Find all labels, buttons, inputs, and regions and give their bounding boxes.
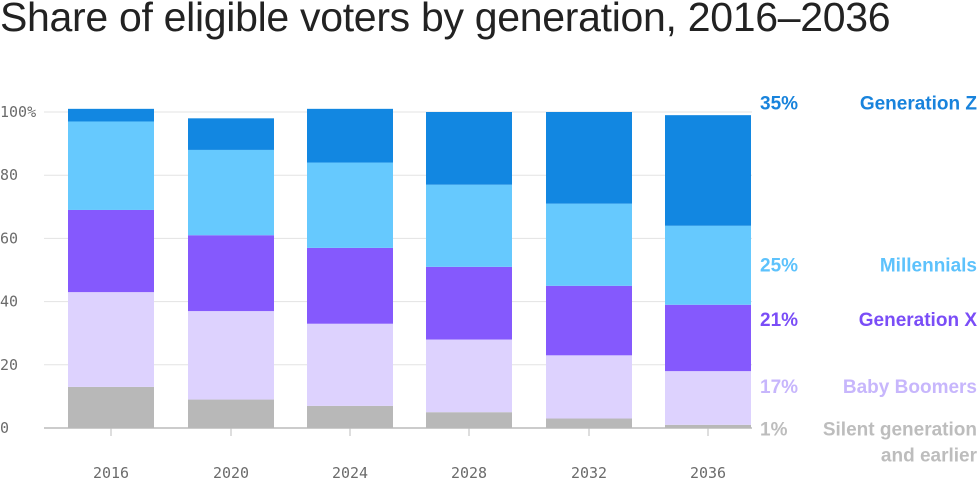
bar-segment	[546, 203, 632, 286]
x-axis-ticks: 2016 2020 2024 2028 2032 2036	[93, 428, 726, 482]
legend-series-name: Generation Z	[860, 93, 978, 114]
x-tick-label: 2020	[213, 464, 249, 482]
bar-segment	[426, 339, 512, 413]
y-tick-label: 60	[0, 229, 18, 247]
legend-series-name: Baby Boomers	[843, 377, 977, 398]
bar-segment	[665, 424, 751, 428]
bar-segment	[546, 355, 632, 419]
bar-segment	[426, 266, 512, 340]
bar-segment	[307, 108, 393, 163]
bar-segment	[188, 399, 274, 428]
legend-value: 25%	[760, 255, 798, 276]
bar-segment	[665, 304, 751, 372]
x-tick-label: 2016	[93, 464, 129, 482]
bar-segment	[307, 323, 393, 406]
bar-segment	[188, 149, 274, 236]
bars	[68, 108, 751, 428]
bar-segment	[68, 386, 154, 428]
bar-segment	[546, 418, 632, 428]
bar-segment	[68, 121, 154, 210]
y-tick-label: 40	[0, 293, 18, 311]
legend-value: 1%	[760, 419, 788, 440]
y-tick-label: 80	[0, 166, 18, 184]
bar-segment	[546, 112, 632, 204]
bar-segment	[307, 162, 393, 248]
legend-series-name: Silent generation	[823, 419, 977, 440]
y-tick-label: 0	[0, 419, 9, 437]
bar-segment	[68, 209, 154, 293]
bar-segment	[426, 112, 512, 185]
x-tick-label: 2032	[571, 464, 607, 482]
bar-segment	[426, 184, 512, 267]
bar-segment	[546, 285, 632, 356]
legend: 1% Silent generation and earlier 17% Baby Bo…	[760, 93, 978, 466]
gridlines	[44, 111, 752, 429]
legend-value: 17%	[760, 377, 798, 398]
bar-segment	[307, 247, 393, 324]
legend-series-name: and earlier	[881, 445, 978, 466]
x-tick-label: 2036	[690, 464, 726, 482]
chart-title: Share of eligible voters by generation, …	[0, 0, 891, 40]
bar-segment	[68, 108, 154, 122]
bar-segment	[665, 115, 751, 226]
bar-segment	[307, 405, 393, 428]
legend-series-name: Generation X	[859, 310, 978, 331]
bar-segment	[426, 412, 512, 428]
legend-value: 35%	[760, 93, 798, 114]
y-tick-label: 100%	[0, 103, 36, 121]
bar-segment	[665, 225, 751, 305]
legend-series-name: Millennials	[880, 255, 977, 276]
bar-segment	[188, 235, 274, 312]
y-tick-label: 20	[0, 356, 18, 374]
x-tick-label: 2028	[451, 464, 487, 482]
y-axis-ticks: 0 20 40 60 80 100%	[0, 103, 36, 437]
legend-value: 21%	[760, 310, 798, 331]
bar-segment	[188, 118, 274, 150]
bar-segment	[188, 311, 274, 400]
x-tick-label: 2024	[332, 464, 368, 482]
bar-segment	[68, 292, 154, 387]
bar-segment	[665, 371, 751, 425]
